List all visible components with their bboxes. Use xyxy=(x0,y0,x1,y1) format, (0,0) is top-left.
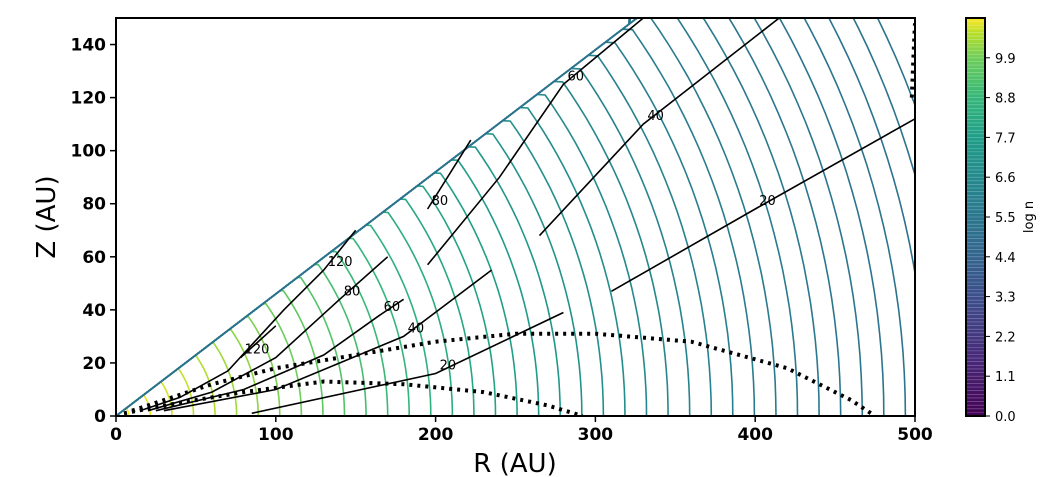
x-tick-label: 200 xyxy=(418,425,454,445)
colorbar-tick-label: 6.6 xyxy=(995,171,1016,186)
temperature-contour-line xyxy=(611,118,915,292)
colorbar-lines xyxy=(966,17,985,417)
colorbar-title: log n xyxy=(1022,201,1037,233)
y-tick-label: 40 xyxy=(82,301,106,321)
contour-label: 60 xyxy=(384,300,401,315)
density-contour-line xyxy=(116,18,820,416)
y-tick-label: 140 xyxy=(71,36,107,56)
colorbar-tick-label: 4.4 xyxy=(995,251,1016,266)
contour-label: 20 xyxy=(440,359,457,374)
y-tick-label: 20 xyxy=(82,354,106,374)
contour-label: 80 xyxy=(344,284,361,299)
contour-label: 60 xyxy=(567,69,584,84)
density-contour-line xyxy=(116,276,346,416)
dotted-contours xyxy=(123,23,915,416)
density-contour-line xyxy=(116,18,864,416)
density-contour-line xyxy=(116,18,915,416)
density-contour-line xyxy=(116,119,605,416)
temperature-contour-line xyxy=(240,325,277,359)
colorbar-ticks: 0.0 1.1 2.2 3.3 4.4 5.5 6.6 7.7 8.8 9.9 xyxy=(985,52,1016,425)
dotted-contour-line xyxy=(123,379,584,416)
y-tick-label: 60 xyxy=(82,248,106,268)
x-tick-label: 500 xyxy=(897,425,933,445)
density-contour-line xyxy=(116,18,915,416)
contour-label: 120 xyxy=(245,343,270,358)
density-contour-line xyxy=(116,18,777,416)
density-contours xyxy=(116,18,915,416)
colorbar-tick-label: 5.5 xyxy=(995,211,1016,226)
density-contour-line xyxy=(116,172,518,416)
x-tick-label: 0 xyxy=(110,425,122,445)
temperature-contour-line xyxy=(139,229,357,412)
y-axis-title: Z (AU) xyxy=(32,175,62,258)
contour-label: 40 xyxy=(647,109,664,124)
colorbar-tick-label: 0.0 xyxy=(995,410,1016,425)
colorbar-tick-label: 8.8 xyxy=(995,92,1016,107)
density-contour-line xyxy=(116,263,367,416)
x-tick-label: 300 xyxy=(578,425,614,445)
contour-label: 20 xyxy=(759,194,776,209)
density-contour-line xyxy=(116,106,626,416)
colorbar-tick-label: 3.3 xyxy=(995,291,1016,306)
x-tick-label: 100 xyxy=(258,425,294,445)
y-tick-label: 100 xyxy=(71,142,107,162)
temperature-contour-line xyxy=(251,311,564,415)
density-contour-line xyxy=(116,198,475,416)
plot-area: 120 120 80 80 60 60 40 40 20 20 xyxy=(115,17,916,417)
temperature-contour-line xyxy=(426,139,472,210)
contour-label: 40 xyxy=(408,321,425,336)
temperature-contour-line xyxy=(147,256,389,412)
colorbar-tick-label: 2.2 xyxy=(995,330,1016,345)
density-contour-line xyxy=(116,18,915,416)
plot-frame xyxy=(115,17,916,417)
contour-label: 80 xyxy=(432,194,449,209)
y-tick-label: 0 xyxy=(94,407,106,427)
x-axis: 0 100 200 300 400 500 xyxy=(110,416,933,445)
density-contour-line xyxy=(116,93,648,416)
temperature-contour-line xyxy=(155,298,405,412)
density-contour-line xyxy=(116,18,799,416)
dotted-contour-line xyxy=(131,331,877,416)
colorbar-tick-label: 1.1 xyxy=(995,370,1016,385)
y-tick-label: 80 xyxy=(82,195,106,215)
contour-label: 120 xyxy=(328,255,353,270)
colorbar-tick-label: 7.7 xyxy=(995,131,1016,146)
y-axis: 0 20 40 60 80 100 120 140 xyxy=(71,36,116,427)
temperature-contour-line xyxy=(538,18,780,237)
density-contour-line xyxy=(116,80,669,416)
colorbar: 0.0 1.1 2.2 3.3 4.4 5.5 6.6 7.7 8.8 9.9 log n xyxy=(965,17,1037,425)
temperature-contour-line xyxy=(163,269,492,412)
colorbar-tick-label: 9.9 xyxy=(995,52,1016,67)
x-tick-label: 400 xyxy=(737,425,773,445)
colorbar-gradient xyxy=(966,18,985,416)
density-contour-line xyxy=(116,132,583,416)
temperature-contours: 120 120 80 80 60 60 40 40 20 20 xyxy=(139,18,915,415)
density-contour-line xyxy=(116,185,497,416)
y-tick-label: 120 xyxy=(71,89,107,109)
x-axis-title: R (AU) xyxy=(473,449,556,477)
temperature-contour-line xyxy=(426,18,644,266)
